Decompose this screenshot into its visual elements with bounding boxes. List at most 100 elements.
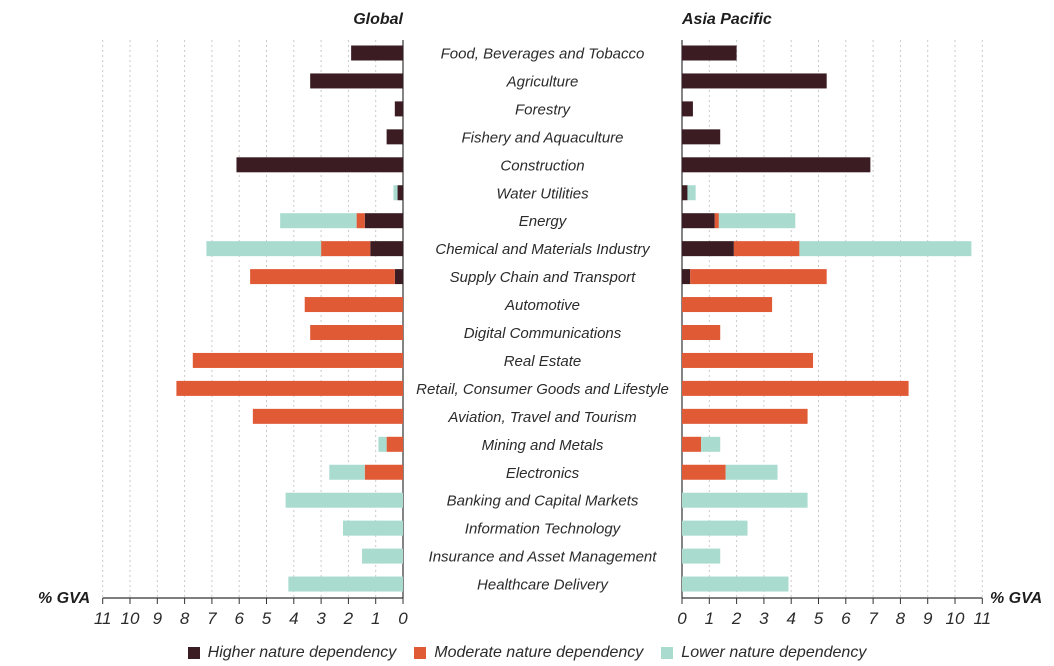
global-bar-moderate xyxy=(321,241,371,257)
category-label: Insurance and Asset Management xyxy=(429,549,658,566)
asia-pacific-bar-higher xyxy=(682,269,691,285)
asia-pacific-tick-label: 2 xyxy=(731,609,742,628)
category-label: Aviation, Travel and Tourism xyxy=(447,409,636,426)
chart-legend: Higher nature dependency Moderate nature… xyxy=(0,640,1054,666)
asia-pacific-bar-moderate xyxy=(682,325,721,340)
category-label: Information Technology xyxy=(465,521,622,538)
global-bar-moderate xyxy=(304,297,403,313)
asia-pacific-bar-moderate xyxy=(682,297,773,313)
asia-pacific-bar-higher xyxy=(682,241,734,257)
global-bar-moderate xyxy=(356,213,365,229)
global-tick-label: 11 xyxy=(94,609,112,628)
asia-pacific-bar-lower xyxy=(687,185,696,201)
global-tick-label: 5 xyxy=(262,609,272,628)
global-panel-title: Global xyxy=(353,11,403,28)
asia-pacific-panel-title: Asia Pacific xyxy=(681,11,772,28)
global-bar-lower xyxy=(362,548,403,564)
global-bar-higher xyxy=(236,157,403,173)
category-label: Construction xyxy=(500,157,584,174)
category-label: Food, Beverages and Tobacco xyxy=(441,46,645,63)
asia-pacific-tick-label: 6 xyxy=(841,609,851,628)
category-label: Digital Communications xyxy=(464,325,622,342)
legend-label-lower: Lower nature dependency xyxy=(681,644,867,661)
asia-pacific-bar-moderate xyxy=(682,380,909,396)
global-bar-lower xyxy=(329,464,365,480)
global-tick-label: 0 xyxy=(398,609,408,628)
legend-swatch-lower xyxy=(661,647,674,659)
global-bar-lower xyxy=(206,241,322,257)
asia-pacific-tick-label: 5 xyxy=(814,609,824,628)
asia-pacific-tick-label: 7 xyxy=(868,609,878,628)
global-bar-moderate xyxy=(250,269,395,285)
asia-pacific-bar-moderate xyxy=(682,352,814,368)
category-label: Retail, Consumer Goods and Lifestyle xyxy=(416,381,669,398)
global-bar-moderate xyxy=(310,325,403,340)
asia-pacific-xlabel: % GVA xyxy=(990,590,1042,607)
asia-pacific-bar-moderate xyxy=(682,464,726,480)
asia-pacific-bar-lower xyxy=(682,548,721,564)
asia-pacific-bar-higher xyxy=(682,213,715,229)
global-bar-moderate xyxy=(176,380,403,396)
global-tick-label: 3 xyxy=(316,609,326,628)
global-bar-lower xyxy=(393,185,398,201)
asia-pacific-tick-label: 4 xyxy=(786,609,795,628)
global-bar-higher xyxy=(397,185,403,201)
global-bar-lower xyxy=(285,492,403,508)
global-xlabel: % GVA xyxy=(38,590,90,607)
category-label: Water Utilities xyxy=(496,185,589,202)
asia-pacific-bar-higher xyxy=(682,45,737,61)
asia-pacific-tick-label: 0 xyxy=(677,609,687,628)
legend-swatch-moderate xyxy=(414,647,427,659)
global-bar-higher xyxy=(364,213,403,229)
global-bar-lower xyxy=(280,213,357,229)
asia-pacific-tick-label: 10 xyxy=(946,609,965,628)
legend-item-higher: Higher nature dependency xyxy=(187,644,396,662)
global-bar-moderate xyxy=(252,408,403,424)
category-label: Real Estate xyxy=(504,353,582,370)
asia-pacific-bar-moderate xyxy=(682,408,808,424)
category-label: Banking and Capital Markets xyxy=(447,493,639,510)
category-label: Energy xyxy=(519,213,568,230)
asia-pacific-bar-moderate xyxy=(733,241,800,257)
global-tick-label: 10 xyxy=(121,609,140,628)
asia-pacific-bar-higher xyxy=(682,185,688,201)
global-bar-higher xyxy=(386,129,403,145)
global-tick-label: 1 xyxy=(371,609,380,628)
legend-swatch-higher xyxy=(187,647,200,659)
global-bar-lower xyxy=(342,520,403,536)
global-tick-label: 6 xyxy=(234,609,244,628)
global-bar-higher xyxy=(394,269,403,285)
asia-pacific-bar-lower xyxy=(799,241,972,257)
asia-pacific-tick-label: 1 xyxy=(705,609,714,628)
category-label: Fishery and Aquaculture xyxy=(461,129,623,146)
asia-pacific-bar-higher xyxy=(682,157,871,173)
asia-pacific-bar-moderate xyxy=(714,213,719,229)
asia-pacific-bar-higher xyxy=(682,101,693,117)
asia-pacific-tick-label: 8 xyxy=(896,609,906,628)
global-tick-label: 2 xyxy=(343,609,354,628)
global-tick-label: 8 xyxy=(180,609,190,628)
global-bar-moderate xyxy=(192,352,403,368)
global-bar-higher xyxy=(310,73,403,89)
legend-item-moderate: Moderate nature dependency xyxy=(414,644,643,662)
asia-pacific-tick-label: 9 xyxy=(923,609,933,628)
category-label: Healthcare Delivery xyxy=(477,577,609,594)
category-label: Supply Chain and Transport xyxy=(450,269,636,286)
legend-label-moderate: Moderate nature dependency xyxy=(434,644,644,661)
category-label: Agriculture xyxy=(506,73,579,90)
global-bar-lower xyxy=(378,436,387,452)
asia-pacific-tick-label: 11 xyxy=(973,609,991,628)
global-bar-lower xyxy=(288,576,403,592)
global-bar-moderate xyxy=(364,464,403,480)
category-label: Forestry xyxy=(515,101,572,118)
category-label: Electronics xyxy=(506,465,580,482)
asia-pacific-bar-lower xyxy=(725,464,778,480)
asia-pacific-bar-higher xyxy=(682,73,827,89)
global-tick-label: 7 xyxy=(207,609,217,628)
global-tick-label: 9 xyxy=(153,609,163,628)
global-bar-higher xyxy=(351,45,403,61)
asia-pacific-bar-higher xyxy=(682,129,721,145)
asia-pacific-bar-lower xyxy=(718,213,796,229)
